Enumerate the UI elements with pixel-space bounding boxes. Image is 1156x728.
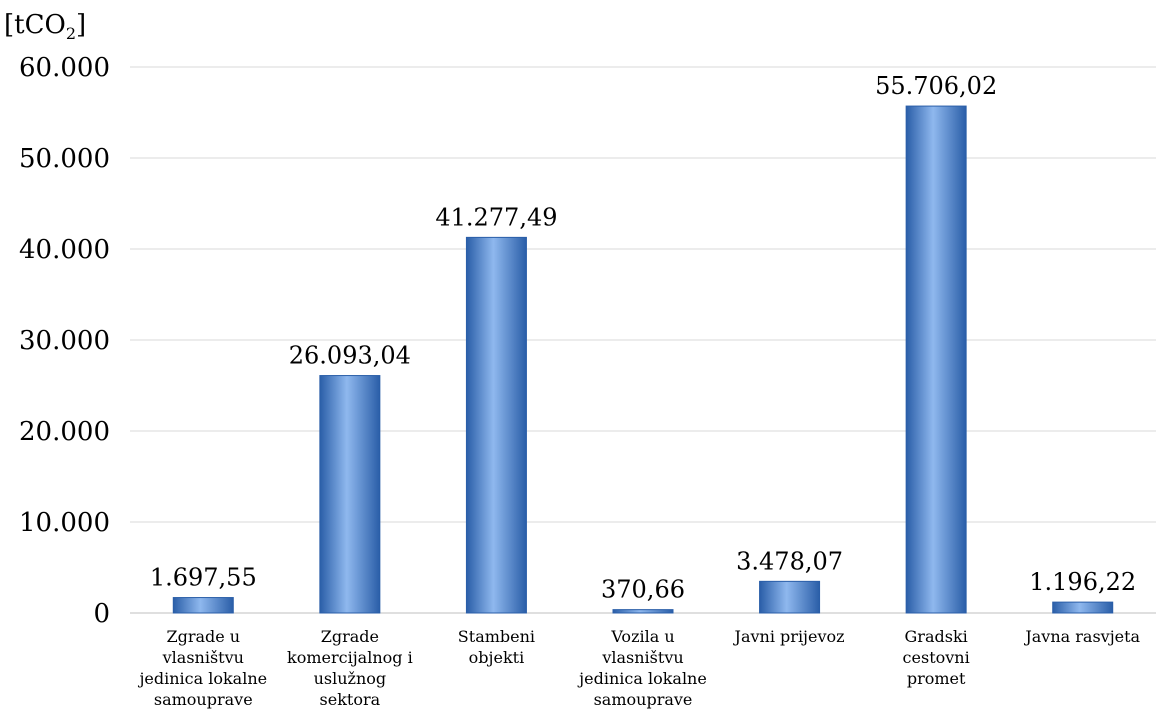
data-labels: 1.697,55 26.093,04 41.277,49 370,66 3.478,07… [150, 72, 1136, 604]
data-label: 55.706,02 [875, 72, 997, 100]
data-label: 1.697,55 [150, 564, 257, 592]
bar [319, 375, 381, 614]
bar [905, 105, 967, 614]
y-axis-unit-label: [tCO2] [4, 10, 87, 44]
y-axis-ticks: 0 10.000 20.000 30.000 40.000 50.000 60.000 [19, 53, 110, 629]
x-tick-label: Zgrade u vlasništvu jedinica lokalne samoup… [137, 627, 267, 709]
x-tick-label: Zgrade komercijalnog i uslužnog sektora [287, 627, 413, 709]
bars [172, 105, 1114, 614]
gridlines [130, 66, 1156, 614]
data-label: 370,66 [601, 576, 685, 604]
y-tick-label: 0 [93, 599, 110, 629]
x-tick-label: Gradski cestovni promet [903, 627, 970, 688]
data-label: 41.277,49 [435, 203, 557, 231]
bar [1052, 601, 1114, 614]
y-tick-label: 10.000 [19, 508, 110, 538]
bar [172, 597, 234, 614]
x-tick-label: Javna rasvjeta [1023, 627, 1140, 646]
bar [759, 580, 821, 614]
data-label: 3.478,07 [736, 547, 843, 575]
x-tick-label: Stambeni objekti [458, 627, 535, 667]
x-tick-label: Javni prijevoz [733, 627, 845, 646]
x-axis-labels: Zgrade u vlasništvu jedinica lokalne samoup… [137, 627, 1140, 709]
data-label: 1.196,22 [1029, 568, 1136, 596]
y-tick-label: 30.000 [19, 326, 110, 356]
data-label: 26.093,04 [289, 342, 411, 370]
x-tick-label: Vozila u vlasništvu jedinica lokalne samoup… [577, 627, 707, 709]
y-tick-label: 50.000 [19, 144, 110, 174]
y-tick-label: 40.000 [19, 235, 110, 265]
bar [612, 609, 674, 614]
bar [465, 236, 527, 614]
y-tick-label: 20.000 [19, 417, 110, 447]
y-tick-label: 60.000 [19, 53, 110, 83]
